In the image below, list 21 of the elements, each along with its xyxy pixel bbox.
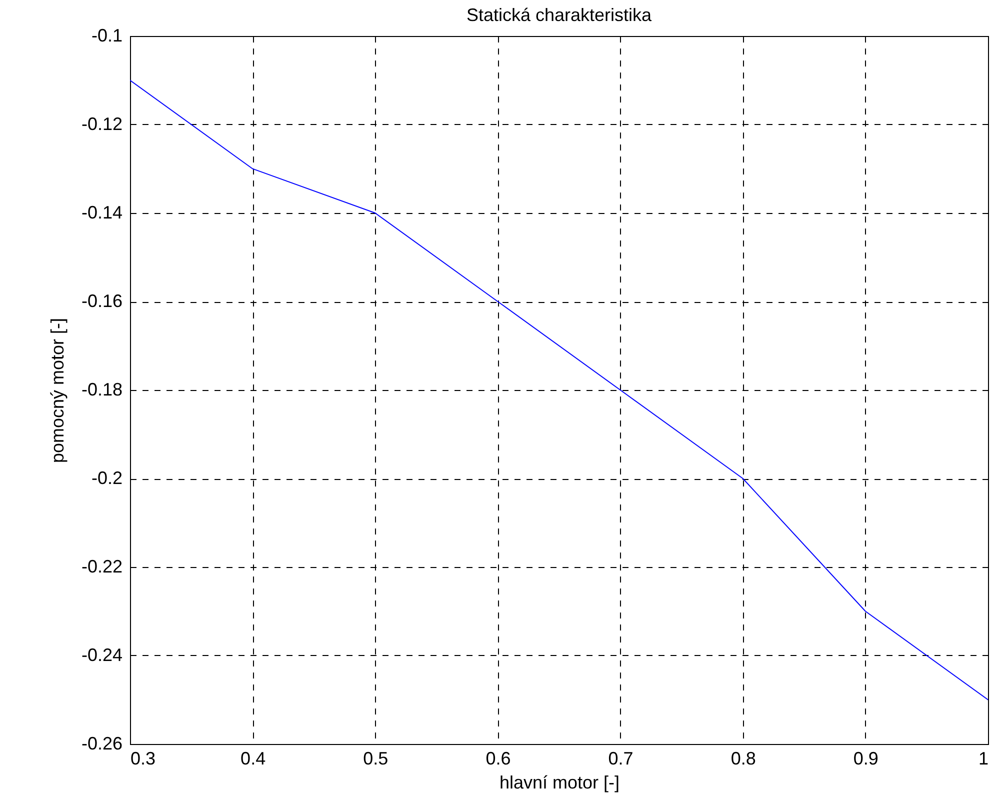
chart-title: Statická charakteristika — [466, 5, 653, 25]
y-tick-label: -0.26 — [81, 734, 122, 754]
y-axis-title: pomocný motor [-] — [47, 318, 68, 464]
line-series — [130, 80, 988, 700]
y-tick-label: -0.16 — [81, 291, 122, 311]
x-tick-label: 0.8 — [730, 748, 756, 768]
x-tick-label: 0.9 — [853, 748, 878, 768]
y-tick-label: -0.14 — [81, 202, 122, 222]
y-tick-label: -0.2 — [91, 468, 122, 488]
y-tick-label: -0.22 — [81, 556, 122, 576]
y-tick-label: -0.1 — [91, 26, 122, 46]
x-tick-label: 0.7 — [608, 748, 634, 768]
x-tick-label: 0.5 — [363, 748, 388, 768]
x-tick-label: 0.6 — [486, 748, 511, 768]
x-axis-title: hlavní motor [-] — [499, 772, 620, 792]
y-tick-label: -0.24 — [81, 645, 122, 665]
y-tick-label: -0.12 — [81, 114, 122, 134]
x-tick-label: 1 — [978, 748, 988, 768]
y-tick-label: -0.18 — [81, 380, 122, 400]
x-tick-label: 0.3 — [130, 748, 156, 768]
x-tick-label: 0.4 — [240, 748, 266, 768]
